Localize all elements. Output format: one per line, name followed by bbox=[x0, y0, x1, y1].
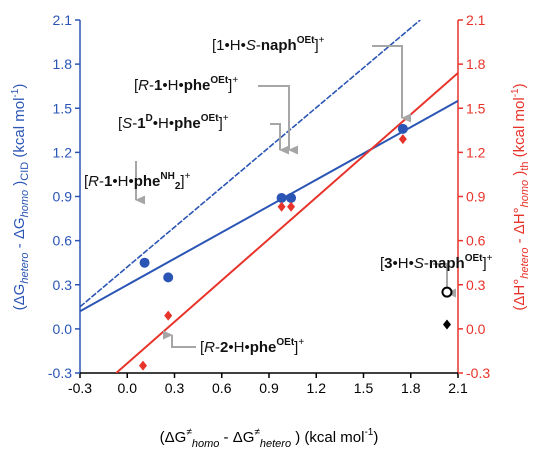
x-axis-label: (ΔG≠homo - ΔG≠hetero ) (kcal mol-1) bbox=[160, 427, 379, 450]
data-point-open-circle bbox=[441, 286, 453, 298]
annotation-label: [3•H•S-naphOEt]+ bbox=[380, 253, 493, 272]
y-left-tick-label: 1.8 bbox=[53, 56, 73, 72]
x-tick-label: 0.3 bbox=[165, 380, 185, 396]
x-tick-label: 0.6 bbox=[212, 380, 232, 396]
ticks: -0.3 0.0 0.3 0.6 0.9 1.2 1.5 1.8 2.1-0.30.00.30.… bbox=[48, 12, 490, 396]
annotation-label: [R-1•H•pheNH2]+ bbox=[84, 171, 191, 192]
y-right-tick-label: 1.8 bbox=[466, 56, 486, 72]
y-right-tick-label: 1.2 bbox=[466, 144, 486, 160]
annotation-arrow bbox=[433, 263, 456, 298]
y-right-axis-label: (ΔH°hetero - ΔH°homo )th (kcal mol-1) bbox=[510, 83, 531, 310]
y-left-tick-label: 0.9 bbox=[53, 189, 73, 205]
annotation-label: [R-2•H•pheOEt]+ bbox=[200, 337, 304, 356]
data-point-circle bbox=[139, 257, 150, 268]
y-right-tick-label: 1.5 bbox=[466, 100, 486, 116]
x-tick-label: 1.8 bbox=[401, 380, 421, 396]
y-left-tick-label: 0.3 bbox=[53, 277, 73, 293]
y-right-tick-label: 0.6 bbox=[466, 233, 486, 249]
y-left-tick-label: 1.2 bbox=[53, 144, 73, 160]
y-left-tick-label: 0.6 bbox=[53, 233, 73, 249]
x-tick-label: 0.0 bbox=[118, 380, 138, 396]
fit-line-dashed bbox=[80, 20, 421, 308]
data-point-circle bbox=[276, 192, 287, 203]
fit-line bbox=[80, 100, 458, 313]
data-point-diamond bbox=[139, 360, 147, 371]
y-right-tick-label: 0.3 bbox=[466, 277, 486, 293]
y-left-axis-label: (ΔGhetero - ΔGhomo )CID (kcal mol-1) bbox=[10, 84, 31, 311]
data-point-diamond bbox=[398, 134, 407, 145]
data-point-diamond bbox=[287, 201, 296, 212]
y-left-tick-label: 1.5 bbox=[53, 100, 73, 116]
annotation-labels: [1•H•S-naphOEt]+ [R-1•H•pheOEt]+ [S-1D•H•p… bbox=[84, 35, 493, 356]
fit-line bbox=[115, 72, 458, 373]
y-left-tick-label: 0.0 bbox=[53, 321, 73, 337]
x-tick-label: 1.2 bbox=[307, 380, 327, 396]
data-point-circle bbox=[163, 272, 174, 283]
y-left-tick-label: 2.1 bbox=[53, 12, 73, 28]
data-point-diamond bbox=[164, 310, 173, 321]
y-left-tick-label: -0.3 bbox=[48, 365, 72, 381]
x-tick-label: 0.9 bbox=[259, 380, 279, 396]
y-right-tick-label: 2.1 bbox=[466, 12, 486, 28]
x-tick-label: 2.1 bbox=[448, 380, 468, 396]
annotation-label: [R-1•H•pheOEt]+ bbox=[134, 75, 238, 94]
data-point-diamond bbox=[442, 319, 451, 330]
x-tick-label: -0.3 bbox=[68, 380, 92, 396]
y-right-tick-label: 0.9 bbox=[466, 189, 486, 205]
annotation-arrow bbox=[270, 123, 289, 155]
y-right-tick-label: -0.3 bbox=[466, 365, 490, 381]
data-point-circle bbox=[286, 192, 297, 203]
annotation-arrow bbox=[372, 45, 411, 123]
x-tick-label: 1.5 bbox=[354, 380, 374, 396]
y-right-tick-label: 0.0 bbox=[466, 321, 486, 337]
fit-lines bbox=[80, 20, 458, 373]
annotation-arrow bbox=[163, 330, 196, 348]
annotation-arrows bbox=[135, 45, 456, 348]
annotation-arrow bbox=[258, 85, 298, 155]
annotation-label: [S-1D•H•pheOEt]+ bbox=[118, 113, 229, 132]
data-point-circle bbox=[397, 123, 408, 134]
data-points bbox=[139, 123, 453, 371]
data-point-diamond bbox=[277, 201, 286, 212]
annotation-label: [1•H•S-naphOEt]+ bbox=[212, 35, 325, 54]
